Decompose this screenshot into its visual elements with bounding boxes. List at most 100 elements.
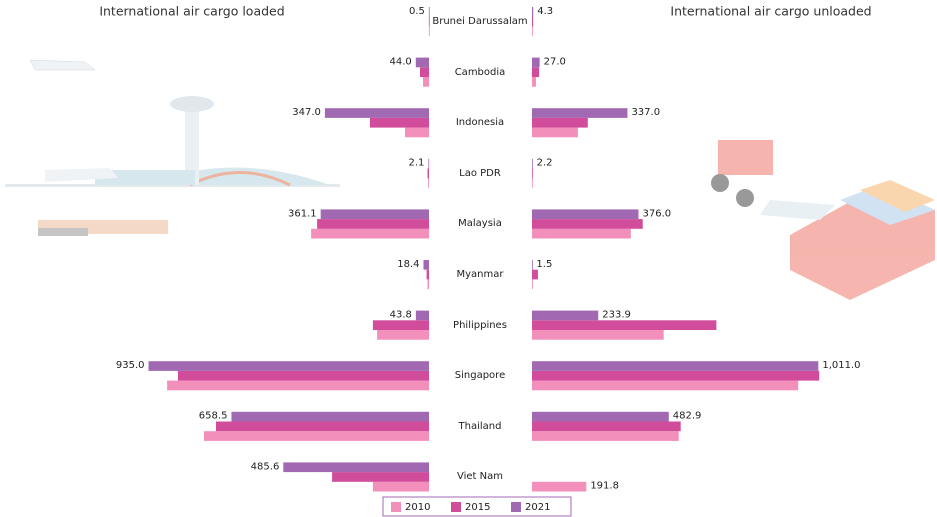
bar xyxy=(428,26,430,37)
bar xyxy=(532,77,536,87)
bar xyxy=(532,16,534,27)
bar xyxy=(532,269,538,280)
category-label: Viet Nam xyxy=(456,471,503,483)
value-label: 44.0 xyxy=(390,56,412,67)
bar xyxy=(532,411,669,422)
bar xyxy=(428,158,430,169)
legend-swatch xyxy=(451,502,461,512)
legend-swatch xyxy=(391,502,401,512)
bar xyxy=(532,57,540,68)
bar xyxy=(532,117,588,128)
bar xyxy=(231,411,429,422)
bar xyxy=(372,320,429,330)
bar xyxy=(532,431,679,441)
bar xyxy=(532,209,639,220)
category-label: Myanmar xyxy=(456,269,504,280)
bar xyxy=(532,361,819,371)
category-label: Singapore xyxy=(454,370,506,382)
value-label: 658.5 xyxy=(199,411,228,422)
legend-swatch xyxy=(511,502,521,512)
bar xyxy=(415,310,429,321)
legend-box xyxy=(382,496,572,517)
value-label: 43.8 xyxy=(390,309,412,320)
value-label: 1.5 xyxy=(536,259,552,270)
value-label: 18.4 xyxy=(397,259,419,270)
bar xyxy=(405,127,429,138)
bar xyxy=(317,219,429,229)
bar xyxy=(532,7,534,17)
legend-label: 2010 xyxy=(405,502,430,513)
bar xyxy=(426,269,429,280)
value-label: 347.0 xyxy=(292,107,321,118)
value-label: 233.9 xyxy=(602,309,631,320)
value-label: 191.8 xyxy=(590,481,619,492)
bar xyxy=(423,260,429,270)
bar xyxy=(532,228,631,239)
bar xyxy=(372,481,429,492)
value-label: 361.1 xyxy=(288,208,317,219)
bar xyxy=(428,7,430,17)
bar xyxy=(427,168,429,179)
legend-label: 2015 xyxy=(465,502,490,513)
bar xyxy=(532,178,533,188)
legend-label: 2021 xyxy=(525,502,550,513)
category-label: Thailand xyxy=(458,420,502,432)
panel-title: International air cargo loaded xyxy=(99,4,284,19)
value-label: 1,011.0 xyxy=(822,360,860,371)
bar xyxy=(377,330,429,340)
bar xyxy=(532,279,533,290)
value-label: 4.3 xyxy=(537,6,553,17)
bar xyxy=(532,219,643,229)
container-illustration xyxy=(711,140,935,300)
value-label: 485.6 xyxy=(251,461,280,472)
bar xyxy=(532,67,540,77)
bar xyxy=(532,26,533,37)
value-label: 482.9 xyxy=(673,411,702,422)
value-label: 2.1 xyxy=(408,158,424,169)
bar xyxy=(415,57,429,68)
bar xyxy=(532,320,717,330)
value-label: 2.2 xyxy=(537,158,553,169)
bar xyxy=(532,310,599,321)
bar xyxy=(423,77,429,87)
bar xyxy=(532,370,820,381)
bar xyxy=(427,279,429,290)
bar xyxy=(532,168,533,179)
bar xyxy=(532,127,578,138)
bar xyxy=(532,330,664,340)
bar xyxy=(167,380,429,391)
bar xyxy=(283,462,429,473)
value-label: 27.0 xyxy=(544,56,566,67)
category-label: Indonesia xyxy=(455,117,505,129)
bar xyxy=(532,481,587,492)
bar xyxy=(428,178,429,188)
bar xyxy=(532,158,533,169)
bar xyxy=(324,108,429,118)
bar xyxy=(311,228,429,239)
bar xyxy=(420,67,429,77)
bar xyxy=(428,16,430,27)
bar xyxy=(532,108,628,118)
category-label: Cambodia xyxy=(454,66,506,78)
bar xyxy=(216,421,429,432)
panel-title: International air cargo unloaded xyxy=(670,4,871,19)
bar xyxy=(320,209,429,220)
bar xyxy=(177,370,429,381)
airport-illustration xyxy=(5,59,340,236)
category-label: Malaysia xyxy=(458,218,502,230)
bar xyxy=(532,380,799,391)
value-label: 376.0 xyxy=(642,208,671,219)
category-label: Lao PDR xyxy=(459,167,501,179)
value-label: 935.0 xyxy=(116,360,145,371)
bar xyxy=(532,260,533,270)
bar xyxy=(148,361,429,371)
category-label: Philippines xyxy=(453,319,507,331)
category-label: Brunei Darussalam xyxy=(432,16,528,27)
bar xyxy=(204,431,429,441)
value-label: 0.5 xyxy=(409,6,425,17)
value-label: 337.0 xyxy=(631,107,660,118)
bar xyxy=(532,421,681,432)
bar xyxy=(332,472,429,482)
